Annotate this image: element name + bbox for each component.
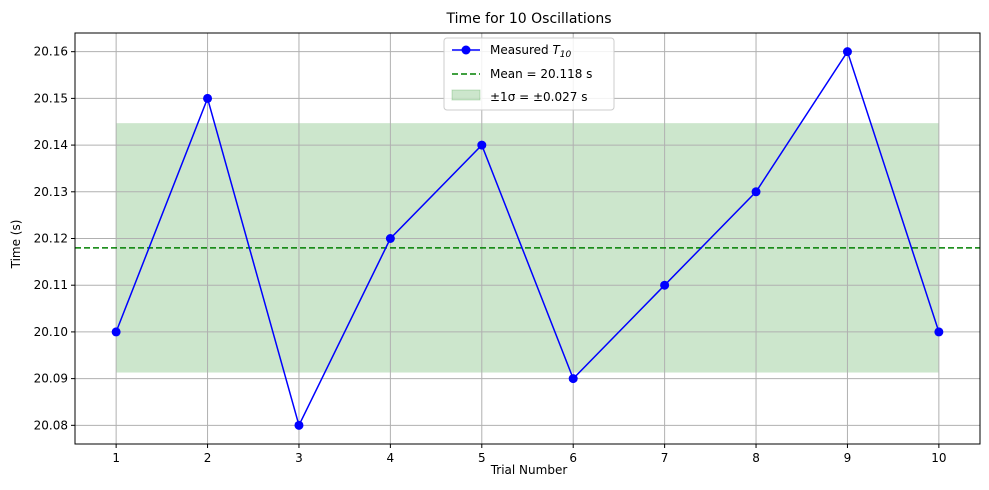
y-tick-label: 20.10 (34, 325, 68, 339)
x-tick-label: 5 (478, 451, 486, 465)
y-axis-label: Time (s) (9, 220, 23, 270)
data-point (385, 234, 395, 243)
y-tick-label: 20.14 (34, 138, 68, 152)
data-point (203, 93, 213, 103)
x-tick-label: 6 (569, 451, 577, 465)
data-point (660, 280, 670, 290)
legend: Measured T10 Mean = 20.118 s ±1σ = ±0.02… (443, 37, 615, 111)
data-point (751, 187, 761, 197)
y-tick-label: 20.16 (34, 45, 68, 59)
y-tick-label: 20.11 (34, 278, 68, 292)
data-point (568, 374, 578, 384)
x-tick-label: 1 (112, 451, 120, 465)
y-tick-label: 20.09 (34, 372, 68, 386)
x-tick-label: 2 (204, 451, 212, 465)
plot-area: 1 2 3 4 5 6 7 8 9 10 20.08 20.09 20.10 20.11 20.12 20.1… (34, 32, 981, 465)
legend-label-measured-subscript: 10 (560, 50, 572, 60)
legend-label-mean: Mean = 20.118 s (490, 67, 592, 81)
legend-label-measured-prefix: Measured (490, 43, 552, 57)
legend-box (443, 37, 615, 111)
data-point (934, 327, 944, 337)
y-tick-label: 20.08 (34, 418, 68, 432)
y-tick-label: 20.15 (34, 91, 68, 105)
legend-label-std-band: ±1σ = ±0.027 s (490, 90, 587, 104)
legend-label-measured-symbol: T (552, 43, 561, 57)
legend-marker-std-band (451, 89, 481, 101)
chart-title: Time for 10 Oscillations (445, 11, 611, 27)
x-tick-label: 3 (295, 451, 303, 465)
data-point (842, 47, 852, 57)
x-axis-label: Trial Number (490, 463, 568, 477)
y-tick-label: 20.13 (34, 185, 68, 199)
y-tick-label: 20.12 (34, 232, 68, 246)
data-point (111, 327, 121, 337)
x-tick-label: 10 (931, 451, 946, 465)
data-point (477, 140, 487, 150)
data-point (294, 420, 304, 430)
x-tick-label: 9 (844, 451, 852, 465)
x-tick-label: 4 (387, 451, 395, 465)
legend-label-measured: Measured T10 (490, 43, 572, 60)
series-line-measured (115, 49, 940, 428)
x-tick-label: 8 (752, 451, 760, 465)
legend-marker-measured-point (461, 45, 471, 55)
x-tick-label: 7 (661, 451, 669, 465)
